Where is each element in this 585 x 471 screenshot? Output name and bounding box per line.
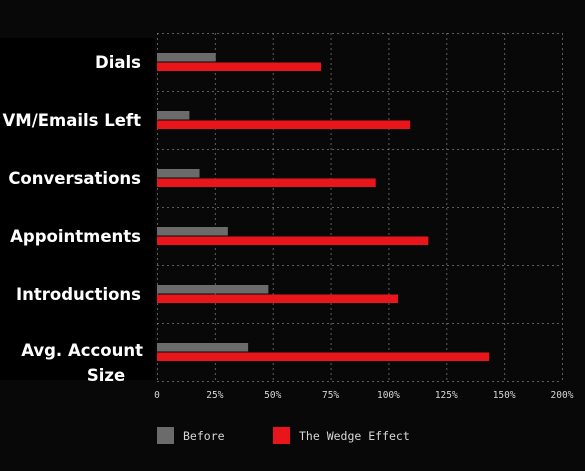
legend-label: Before xyxy=(183,429,225,443)
bars xyxy=(157,53,490,361)
bar-wedge-effect xyxy=(157,294,398,303)
legend-swatch xyxy=(157,427,174,444)
bar-before xyxy=(157,169,200,178)
grid xyxy=(157,33,563,382)
bar-wedge-effect xyxy=(157,236,429,245)
x-tick-label: 200% xyxy=(551,390,574,401)
legend: Before The Wedge Effect xyxy=(157,427,410,444)
category-label: Appointments xyxy=(10,227,141,246)
bar-wedge-effect xyxy=(157,352,490,361)
label-panel xyxy=(0,38,155,380)
category-label: VM/Emails Left xyxy=(3,111,142,130)
x-tick-label: 100% xyxy=(377,390,400,401)
x-tick-label: 125% xyxy=(435,390,458,401)
x-tick-label: 25% xyxy=(206,390,223,401)
category-label: Introductions xyxy=(16,285,141,304)
x-tick-label: 0 xyxy=(154,390,160,401)
bar-before xyxy=(157,111,190,120)
x-tick-label: 150% xyxy=(493,390,516,401)
legend-swatch xyxy=(273,427,290,444)
bar-before xyxy=(157,53,216,62)
bar-before xyxy=(157,285,269,294)
category-label: Avg. Account Size xyxy=(21,341,143,385)
x-axis-ticks: 0 25% 50% 75% 100% 125% 150% 200% xyxy=(154,390,574,401)
bar-wedge-effect xyxy=(157,62,322,71)
bar-wedge-effect xyxy=(157,120,411,129)
category-label: Dials xyxy=(95,53,141,72)
x-tick-label: 75% xyxy=(322,390,339,401)
category-labels: Dials VM/Emails Left Conversations Appointm… xyxy=(3,53,144,385)
bar-wedge-effect xyxy=(157,178,376,187)
x-tick-label: 50% xyxy=(264,390,281,401)
category-label: Conversations xyxy=(8,169,141,188)
bar-before xyxy=(157,343,249,352)
bar-before xyxy=(157,227,228,236)
legend-label: The Wedge Effect xyxy=(299,429,410,443)
